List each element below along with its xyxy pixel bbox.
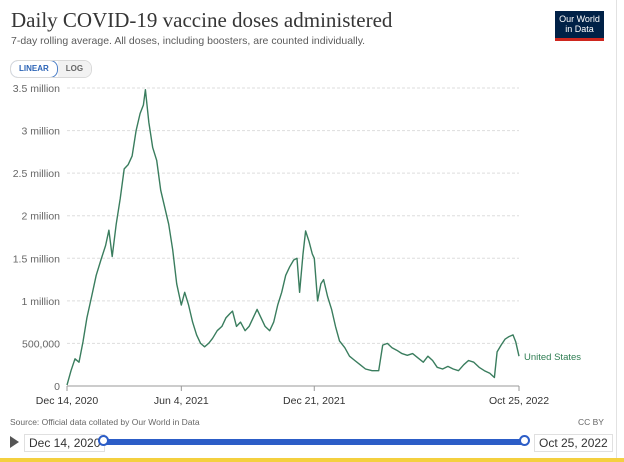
timeline-controls: Dec 14, 2020 Oct 25, 2022 — [0, 430, 616, 454]
y-tick-label: 3.5 million — [13, 83, 60, 95]
logo-line-2: in Data — [565, 24, 594, 34]
x-tick-label: Oct 25, 2022 — [489, 395, 549, 407]
x-tick-label: Dec 14, 2020 — [36, 395, 99, 407]
x-tick-label: Dec 21, 2021 — [283, 395, 346, 407]
y-tick-label: 2 million — [21, 211, 60, 223]
license-label[interactable]: CC BY — [578, 417, 604, 427]
timeline-start-handle[interactable] — [98, 435, 109, 446]
series-line — [66, 89, 520, 386]
linear-scale-button[interactable]: LINEAR — [11, 61, 58, 77]
y-tick-label: 1 million — [21, 296, 60, 308]
timeline-end-label[interactable]: Oct 25, 2022 — [534, 434, 613, 452]
chart-subtitle: 7-day rolling average. All doses, includ… — [11, 35, 366, 47]
play-icon[interactable] — [10, 436, 19, 448]
y-tick-label: 0 — [54, 381, 60, 393]
chart-title: Daily COVID-19 vaccine doses administere… — [11, 8, 393, 32]
timeline-start-label[interactable]: Dec 14, 2020 — [24, 434, 106, 452]
y-tick-label: 2.5 million — [13, 168, 60, 180]
bottom-accent-bar — [0, 458, 624, 462]
y-tick-label: 1.5 million — [13, 253, 60, 265]
source-note[interactable]: Source: Official data collated by Our Wo… — [10, 417, 200, 427]
timeline-end-handle[interactable] — [519, 435, 530, 446]
log-scale-button[interactable]: LOG — [57, 61, 92, 77]
series-label: United States — [524, 352, 581, 363]
y-tick-label: 3 million — [21, 126, 60, 138]
scale-toggle: LINEAR LOG — [10, 60, 93, 78]
line-chart: 0 500,000 1 million 1.5 million 2 million 2.5… — [13, 83, 582, 407]
timeline-track[interactable] — [103, 439, 524, 445]
y-tick-label: 500,000 — [22, 338, 60, 350]
logo-line-1: Our World — [559, 14, 600, 24]
owid-logo[interactable]: Our World in Data — [555, 11, 604, 41]
x-tick-label: Jun 4, 2021 — [154, 395, 209, 407]
